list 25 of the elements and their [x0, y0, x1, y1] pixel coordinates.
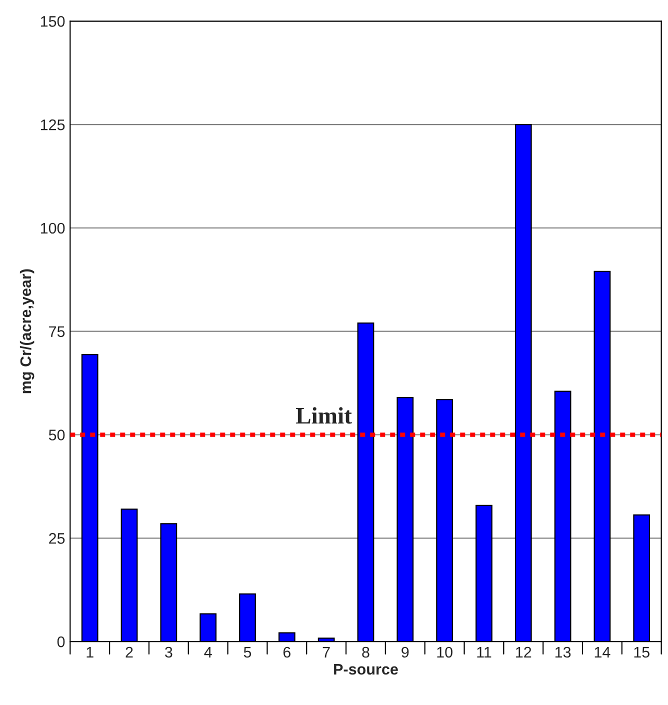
- x-tick-label: 13: [555, 646, 571, 658]
- y-tick-label: 150: [40, 16, 65, 27]
- x-tick-label: 7: [322, 646, 330, 658]
- x-tick-label: 15: [634, 646, 650, 658]
- x-tick-label: 11: [477, 646, 492, 658]
- x-tick-label: 4: [204, 646, 212, 658]
- ref-line-label: Limit: [296, 407, 352, 424]
- y-tick-label: 75: [49, 326, 65, 338]
- x-tick-label: 2: [126, 646, 133, 658]
- y-tick-label: 0: [57, 636, 65, 648]
- x-tick-label: 1: [86, 646, 94, 658]
- y-tick-label: 125: [40, 119, 65, 130]
- x-tick-label: 8: [362, 646, 370, 658]
- x-axis-title: P-source: [334, 664, 398, 675]
- x-tick-label: 5: [244, 646, 252, 658]
- x-tick-label: 9: [402, 646, 409, 658]
- x-tick-label: 10: [437, 646, 452, 658]
- x-tick-label: 12: [516, 646, 532, 658]
- y-tick-label: 100: [40, 222, 65, 234]
- y-tick-label: 25: [49, 533, 65, 544]
- y-tick-label: 50: [48, 430, 65, 440]
- y-axis-title: mg Cr/(acre,year): [20, 269, 34, 394]
- x-tick-label: 14: [594, 646, 610, 658]
- x-tick-label: 6: [283, 646, 290, 658]
- x-tick-label: 3: [165, 646, 172, 658]
